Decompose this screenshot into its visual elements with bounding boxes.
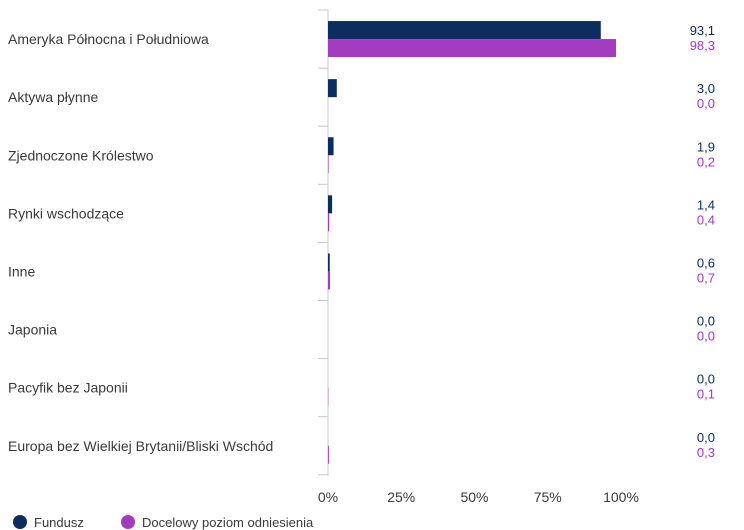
category-label: Inne [8,263,35,279]
category-label: Europa bez Wielkiej Brytanii/Bliski Wsch… [8,438,273,454]
bar-benchmark [328,213,330,232]
axis-layer [318,9,329,476]
bar-fundusz [328,195,333,214]
value-label-benchmark: 0,0 [697,96,715,111]
bar-fundusz [328,253,330,272]
category-label: Pacyfik bez Japonii [8,380,128,396]
value-label-fundusz: 93,1 [690,23,715,38]
legend-swatch-fundusz [13,515,27,529]
value-label-fundusz: 0,6 [697,255,715,270]
value-label-fundusz: 0,0 [697,430,715,445]
value-labels: 93,198,33,00,01,90,21,40,40,60,70,00,00,… [690,23,715,460]
x-tick-label: 50% [460,489,488,505]
category-label: Aktywa płynne [8,89,98,105]
category-label: Japonia [8,322,57,338]
x-tick-label: 25% [387,489,415,505]
value-label-benchmark: 0,2 [697,154,715,169]
value-label-benchmark: 0,7 [697,270,715,285]
legend-label-benchmark: Docelowy poziom odniesienia [142,515,314,530]
x-tick-label: 0% [318,489,338,505]
value-label-benchmark: 0,4 [697,212,715,227]
value-label-benchmark: 0,3 [697,445,715,460]
value-label-benchmark: 0,1 [697,387,715,402]
legend-label-fundusz: Fundusz [34,515,84,530]
value-label-fundusz: 1,4 [697,197,715,212]
x-tick-label: 75% [534,489,562,505]
x-tick-label: 100% [603,489,639,505]
legend-swatch-benchmark [121,515,135,529]
bar-benchmark [328,39,617,58]
value-label-benchmark: 98,3 [690,38,715,53]
category-labels: Ameryka Północna i Południowa Aktywa płyn… [8,31,273,454]
bars [328,21,617,464]
bar-benchmark [328,445,329,464]
x-tick-labels: 0% 25% 50% 75% 100% [318,489,639,505]
bar-benchmark [328,271,331,290]
value-label-fundusz: 1,9 [697,139,715,154]
bar-fundusz [328,79,337,98]
category-label: Ameryka Północna i Południowa [8,31,209,47]
bar-benchmark [328,155,329,174]
value-label-benchmark: 0,0 [697,329,715,344]
bar-fundusz [328,21,601,40]
value-label-fundusz: 0,0 [697,372,715,387]
bar-fundusz [328,137,334,156]
category-label: Rynki wschodzące [8,205,124,221]
category-label: Zjednoczone Królestwo [8,147,154,163]
value-label-fundusz: 3,0 [697,81,715,96]
legend: Fundusz Docelowy poziom odniesienia [13,515,314,530]
value-label-fundusz: 0,0 [697,314,715,329]
